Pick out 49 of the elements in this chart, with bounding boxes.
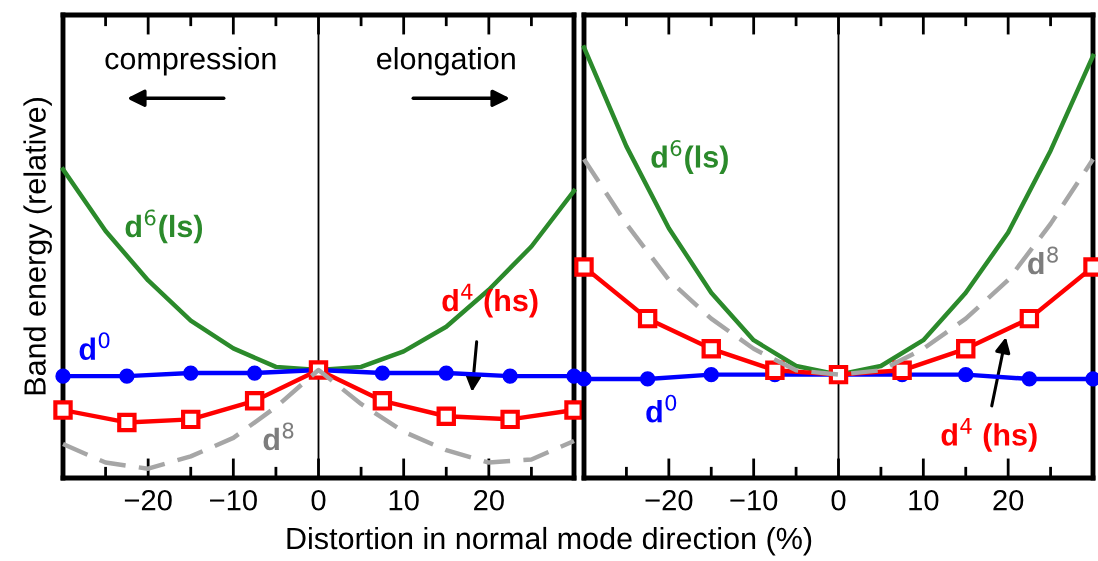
point	[246, 365, 263, 381]
series-label: d$^{6}$(ls)	[651, 139, 728, 174]
point	[1019, 308, 1040, 329]
point	[1021, 371, 1038, 387]
point	[956, 339, 976, 359]
x-tick-label: 0	[311, 489, 326, 511]
x-tick-label: 0	[831, 489, 846, 511]
text: compression	[105, 47, 276, 76]
point	[372, 391, 393, 411]
x-tick-label: −10	[730, 489, 778, 511]
point	[117, 412, 137, 433]
point	[892, 360, 912, 381]
x-tick-label: −20	[124, 489, 172, 511]
point	[765, 360, 785, 381]
series-label: d$^{8}$	[1028, 246, 1058, 275]
point	[55, 368, 71, 384]
point	[701, 339, 721, 359]
x-tick-label: 20	[993, 489, 1024, 511]
series-label: d$^{6}$(ls)	[125, 209, 203, 244]
series-label: d$^{0}$	[646, 394, 677, 423]
series-label: d$^{4}$ (hs)	[941, 418, 1037, 452]
point	[119, 368, 135, 384]
point	[183, 365, 199, 381]
x-axis-title: Distortion in normal mode direction (%)	[287, 526, 812, 556]
text: d$^{4}$ (hs)	[442, 283, 538, 318]
point	[958, 366, 974, 383]
x-tick-label: −10	[210, 489, 257, 511]
point	[703, 366, 719, 383]
point	[564, 400, 584, 420]
point	[574, 257, 594, 277]
point	[639, 371, 656, 387]
point	[244, 391, 265, 411]
x-tick-label: 10	[389, 489, 419, 511]
point	[500, 409, 520, 430]
y-axis-title: Band energy (relative)	[23, 98, 52, 395]
x-tick-label: 20	[474, 489, 504, 511]
point	[576, 371, 592, 387]
x-tick-label: 10	[909, 489, 939, 511]
series-label: d$^{0}$	[79, 332, 110, 360]
text: elongation	[377, 47, 515, 76]
point	[438, 365, 454, 381]
series-label: d$^{8}$	[263, 422, 294, 451]
x-tick-label: −20	[645, 489, 693, 511]
point	[374, 365, 391, 381]
point	[436, 406, 456, 426]
point	[181, 409, 201, 430]
point	[502, 368, 518, 384]
point	[637, 308, 658, 329]
point	[53, 400, 73, 420]
